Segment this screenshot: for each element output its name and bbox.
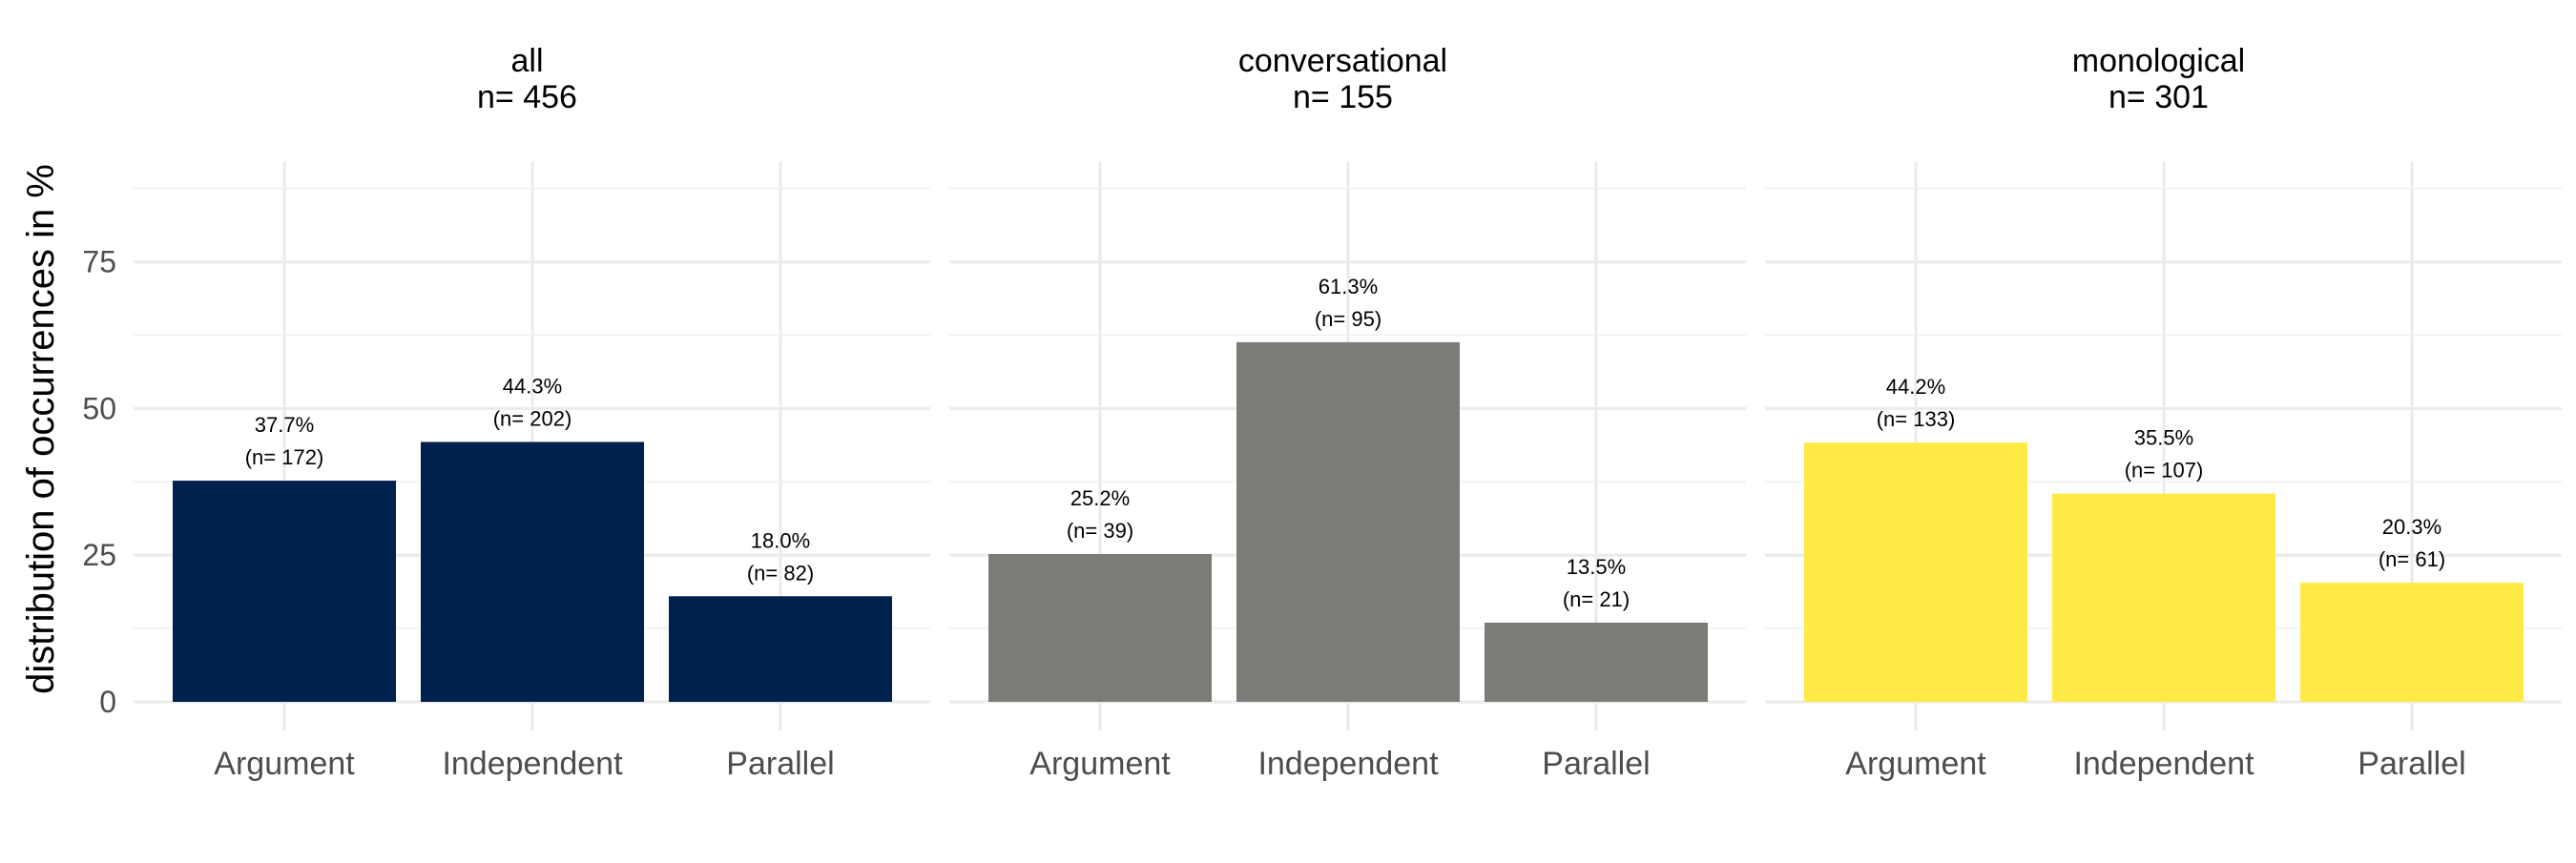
- bar-count-label: (n= 202): [493, 406, 572, 430]
- bar: [1236, 341, 1460, 702]
- x-tick-label: Argument: [1029, 746, 1171, 782]
- bar-count-label: (n= 95): [1315, 307, 1381, 331]
- bar-count-label: (n= 172): [245, 445, 324, 469]
- bar: [2300, 583, 2524, 702]
- y-axis-title: distribution of occurrences in %: [20, 164, 62, 694]
- bar-count-label: (n= 39): [1067, 519, 1133, 543]
- x-tick-label: Argument: [214, 746, 355, 782]
- x-tick-label: Parallel: [1542, 746, 1650, 782]
- facet-title: conversational: [1238, 43, 1447, 79]
- y-tick-label: 50: [82, 391, 116, 425]
- bar-percent-label: 35.5%: [2134, 426, 2193, 450]
- bar: [2052, 493, 2275, 702]
- y-tick-label: 0: [99, 685, 116, 719]
- bar-count-label: (n= 82): [747, 561, 814, 585]
- facet-n-label: n= 301: [2109, 79, 2209, 115]
- bar: [421, 442, 644, 702]
- facet-n-label: n= 155: [1293, 79, 1393, 115]
- bar: [173, 481, 396, 702]
- bar: [1485, 622, 1708, 702]
- y-tick-label: 75: [82, 245, 116, 279]
- bar-percent-label: 37.7%: [255, 413, 314, 437]
- x-tick-label: Independent: [442, 746, 623, 782]
- bar-count-label: (n= 133): [1877, 407, 1956, 431]
- bar-percent-label: 61.3%: [1319, 275, 1378, 298]
- x-tick-label: Parallel: [726, 746, 834, 782]
- bar: [1804, 442, 2027, 702]
- facet-title: monological: [2072, 43, 2245, 79]
- facet-title: all: [510, 43, 543, 79]
- bar-percent-label: 13.5%: [1567, 555, 1626, 579]
- bar-count-label: (n= 107): [2125, 459, 2204, 483]
- bar-percent-label: 44.2%: [1886, 375, 1945, 399]
- bar: [988, 553, 1212, 702]
- bar-percent-label: 18.0%: [751, 528, 810, 552]
- x-tick-label: Parallel: [2358, 746, 2465, 782]
- bar: [669, 596, 892, 702]
- facet-n-label: n= 456: [477, 79, 577, 115]
- x-tick-label: Independent: [1257, 746, 1439, 782]
- bar-percent-label: 44.3%: [503, 374, 562, 398]
- bar-percent-label: 25.2%: [1070, 486, 1130, 510]
- x-tick-label: Independent: [2073, 746, 2254, 782]
- y-tick-label: 25: [82, 538, 116, 572]
- bar-count-label: (n= 61): [2379, 547, 2445, 571]
- bar-count-label: (n= 21): [1563, 587, 1630, 611]
- x-tick-label: Argument: [1845, 746, 1986, 782]
- bar-percent-label: 20.3%: [2382, 515, 2441, 539]
